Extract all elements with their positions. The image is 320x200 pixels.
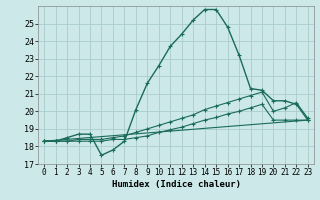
X-axis label: Humidex (Indice chaleur): Humidex (Indice chaleur)	[111, 180, 241, 189]
